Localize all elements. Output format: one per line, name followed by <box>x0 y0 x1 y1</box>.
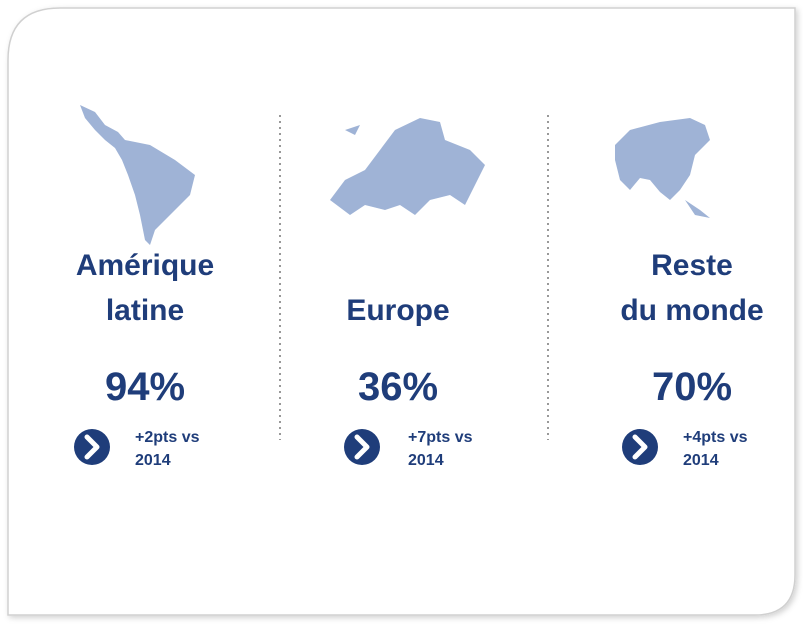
arrow-icon <box>344 429 380 465</box>
region-value: 36% <box>358 365 438 409</box>
map-europe <box>330 118 485 215</box>
arrow-icon <box>74 429 110 465</box>
region-value: 94% <box>105 365 185 409</box>
region-name: Reste <box>651 249 733 282</box>
arrow-chevron <box>632 434 648 460</box>
map-asia <box>615 118 710 218</box>
region-name: du monde <box>620 294 763 327</box>
arrow-chevron <box>84 434 100 460</box>
region-change: 2014 <box>135 452 171 469</box>
region-name: latine <box>106 294 184 327</box>
region-change: +2pts vs <box>135 429 200 446</box>
region-name: Amérique <box>76 249 214 282</box>
region-name: Europe <box>346 294 449 327</box>
region-change: +7pts vs <box>408 429 473 446</box>
card <box>7 7 796 616</box>
region-change: 2014 <box>683 452 719 469</box>
region-change: +4pts vs <box>683 429 748 446</box>
arrow-icon <box>622 429 658 465</box>
region-change: 2014 <box>408 452 444 469</box>
region-value: 70% <box>652 365 732 409</box>
arrow-chevron <box>354 434 370 460</box>
map-latin-america <box>80 105 195 245</box>
